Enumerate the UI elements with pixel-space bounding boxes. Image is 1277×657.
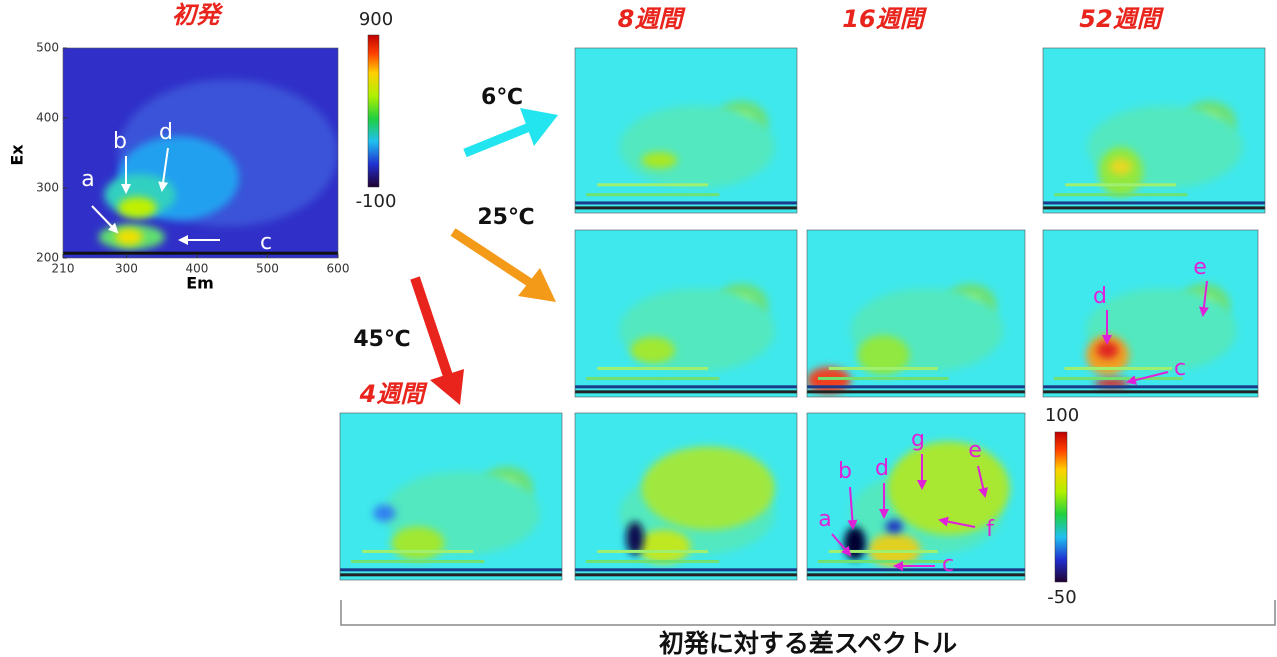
- intensity-region: [807, 367, 851, 394]
- y-tick-label: 300: [36, 181, 59, 195]
- intensity-stripe: [1043, 385, 1258, 388]
- intensity-stripe: [1043, 390, 1258, 393]
- column-header: 8週間: [618, 5, 687, 33]
- intensity-stripe: [1065, 183, 1176, 186]
- bracket: [341, 600, 1275, 625]
- intensity-stripe: [351, 560, 484, 563]
- peak-label: e: [1193, 255, 1207, 280]
- column-header: 16週間: [842, 5, 927, 33]
- intensity-region: [1097, 342, 1119, 359]
- spectrum-panel: [340, 413, 562, 580]
- temperature-label: 45℃: [353, 327, 410, 352]
- peak-label: e: [968, 438, 982, 463]
- intensity-region: [619, 106, 774, 189]
- peak-label: c: [942, 552, 954, 577]
- intensity-stripe: [807, 573, 1025, 576]
- spectrum-panel: [807, 230, 1025, 397]
- y-tick-label: 200: [36, 251, 59, 265]
- colorbar-label: -100: [356, 191, 397, 212]
- intensity-stripe: [575, 201, 797, 204]
- spectrum-panel: [575, 230, 797, 397]
- intensity-region: [642, 446, 775, 530]
- intensity-stripe: [575, 206, 797, 209]
- intensity-stripe: [575, 385, 797, 388]
- intensity-stripe: [807, 390, 1025, 393]
- intensity-stripe: [586, 560, 719, 563]
- peak-label: b: [113, 129, 127, 154]
- x-axis-label: Em: [186, 274, 214, 293]
- intensity-stripe: [1043, 201, 1265, 204]
- colorbar-label: 900: [359, 9, 393, 30]
- intensity-stripe: [362, 550, 473, 553]
- intensity-region: [885, 520, 902, 533]
- intensity-stripe: [597, 183, 708, 186]
- y-tick-label: 400: [36, 111, 59, 125]
- x-tick-label: 400: [186, 262, 209, 276]
- caption: 初発に対する差スペクトル: [659, 629, 957, 657]
- peak-label: f: [986, 517, 995, 542]
- x-tick-label: 500: [256, 262, 279, 276]
- peak-label: g: [911, 427, 925, 452]
- spectrum-panel: [1043, 48, 1265, 213]
- peak-label: d: [1093, 284, 1107, 309]
- figure: 初発 8週間 16週間 52週間 Em Ex 900 -100 100 -50 …: [0, 0, 1277, 657]
- peak-label: c: [260, 230, 272, 255]
- temperature-label: 25℃: [477, 205, 534, 230]
- temperature-arrows: [415, 108, 558, 405]
- spectrum-panel: [1043, 230, 1258, 397]
- intensity-stripe: [575, 573, 797, 576]
- peak-label: c: [1174, 356, 1186, 381]
- spectrum-panel: [575, 48, 797, 213]
- peak-label: a: [81, 167, 94, 192]
- x-tick-label: 600: [327, 262, 350, 276]
- intensity-stripe: [1054, 377, 1183, 380]
- intensity-stripe: [597, 367, 708, 370]
- panels: [63, 48, 1265, 580]
- intensity-stripe: [586, 377, 719, 380]
- intensity-stripe: [807, 385, 1025, 388]
- y-tick-label: 500: [36, 41, 59, 55]
- intensity-stripe: [63, 252, 338, 255]
- intensity-region: [391, 527, 444, 560]
- x-tick-label: 300: [115, 262, 138, 276]
- spectrum-panel: [575, 413, 797, 580]
- row-label: 4週間: [359, 380, 429, 408]
- intensity-stripe: [586, 193, 719, 196]
- intensity-stripe: [818, 377, 949, 380]
- main-title: 初発: [172, 1, 224, 29]
- colorbar-label: -50: [1047, 587, 1076, 608]
- intensity-stripe: [829, 367, 938, 370]
- intensity-region: [115, 229, 143, 246]
- intensity-stripe: [807, 568, 1025, 571]
- spectrum-panel: [63, 48, 338, 258]
- colorbar-label: 100: [1045, 405, 1079, 426]
- colorbar: [1055, 432, 1067, 582]
- intensity-region: [373, 505, 395, 522]
- intensity-region: [118, 197, 157, 218]
- intensity-stripe: [1054, 193, 1187, 196]
- intensity-region: [1110, 159, 1132, 176]
- intensity-stripe: [340, 568, 562, 571]
- intensity-region: [631, 337, 675, 364]
- intensity-stripe: [575, 390, 797, 393]
- intensity-stripe: [1043, 206, 1265, 209]
- peak-label: a: [818, 507, 831, 532]
- intensity-stripe: [340, 573, 562, 576]
- temperature-label: 6℃: [481, 85, 523, 110]
- intensity-stripe: [597, 550, 708, 553]
- column-header: 52週間: [1079, 5, 1164, 33]
- y-axis-label: Ex: [8, 144, 27, 166]
- colorbar: [368, 35, 379, 187]
- intensity-region: [642, 152, 678, 169]
- peak-label: d: [159, 120, 173, 145]
- peak-label: d: [875, 456, 889, 481]
- intensity-stripe: [818, 560, 949, 563]
- intensity-stripe: [1065, 367, 1173, 370]
- intensity-region: [844, 527, 866, 560]
- intensity-region: [637, 530, 690, 563]
- peak-label: b: [838, 459, 852, 484]
- intensity-stripe: [575, 568, 797, 571]
